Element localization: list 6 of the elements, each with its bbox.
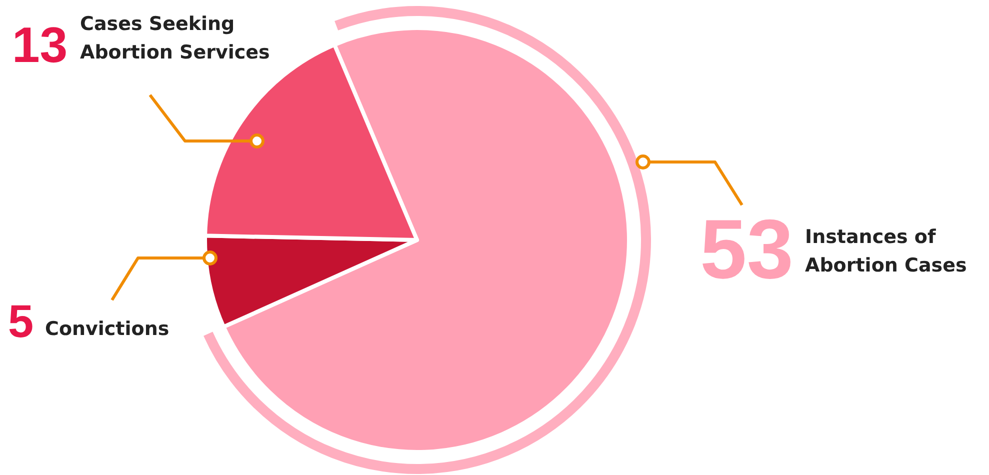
data-label: 5 bbox=[8, 295, 34, 347]
data-label: 13 bbox=[12, 17, 68, 73]
slice-label: Instances of Abortion Cases bbox=[805, 226, 967, 276]
slice-label: Convictions bbox=[45, 318, 170, 340]
slice-label: Cases Seeking Abortion Services bbox=[80, 13, 270, 64]
data-label: 53 bbox=[700, 202, 794, 296]
